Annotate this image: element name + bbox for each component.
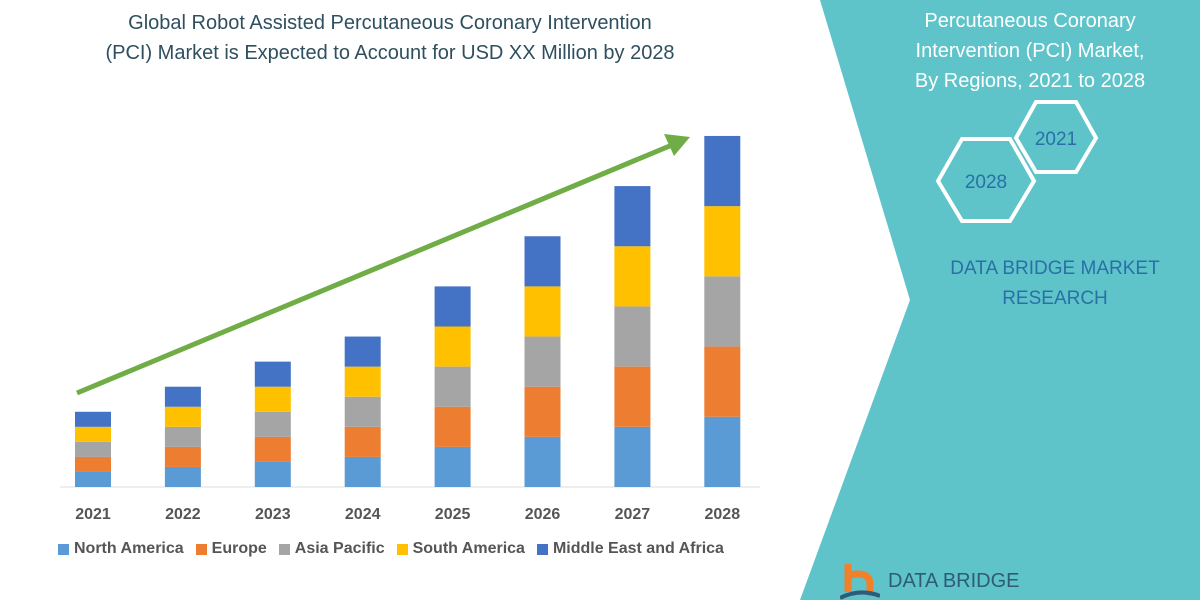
bar-2021-north-america xyxy=(75,471,111,487)
bar-2028-europe xyxy=(704,346,741,417)
side-title-line-3: By Regions, 2021 to 2028 xyxy=(914,70,1146,92)
bar-2028-north-america xyxy=(704,416,741,487)
bar-2024-asia-pacific xyxy=(344,396,381,427)
legend-label: Asia Pacific xyxy=(294,540,385,557)
legend-label: South America xyxy=(412,540,525,557)
bar-2021-middle-east-and-africa xyxy=(75,411,111,427)
bar-2023-europe xyxy=(254,436,291,462)
legend-label: Middle East and Africa xyxy=(552,540,724,557)
bar-2024-middle-east-and-africa xyxy=(344,336,381,367)
hex-label-2021: 2021 xyxy=(1035,129,1077,150)
hexagon-2028 xyxy=(935,137,1037,223)
legend-swatch xyxy=(195,543,207,555)
x-tick-label: 2025 xyxy=(435,506,471,523)
title-line-2: (PCI) Market is Expected to Account for … xyxy=(105,42,675,64)
x-tick-label: 2024 xyxy=(345,506,381,523)
x-tick-label: 2022 xyxy=(165,506,201,523)
bar-2027-north-america xyxy=(614,426,651,487)
x-tick-label: 2028 xyxy=(705,506,741,523)
x-tick-label: 2027 xyxy=(615,506,651,523)
legend-item: North America xyxy=(58,540,184,558)
bar-2024-europe xyxy=(344,426,381,457)
bar-2027-europe xyxy=(614,366,651,427)
bar-2025-south-america xyxy=(434,326,471,367)
data-bridge-logo: DATA BRIDGE xyxy=(840,562,1020,600)
bar-2022-middle-east-and-africa xyxy=(164,386,201,407)
legend-item: Middle East and Africa xyxy=(536,540,724,558)
legend-item: Europe xyxy=(195,540,267,558)
legend-swatch xyxy=(58,543,69,555)
bar-2026-europe xyxy=(524,386,561,437)
legend-swatch xyxy=(278,543,290,555)
bar-2021-europe xyxy=(75,456,111,472)
bar-2021-asia-pacific xyxy=(75,441,111,457)
hex-label-2028: 2028 xyxy=(965,172,1007,193)
x-tick-label: 2026 xyxy=(525,506,561,523)
hexagon-2021 xyxy=(1013,100,1099,174)
legend-swatch xyxy=(396,543,408,555)
bar-2027-middle-east-and-africa xyxy=(614,186,651,247)
legend-item: Asia Pacific xyxy=(278,540,385,558)
side-panel-title: Percutaneous Coronary Intervention (PCI)… xyxy=(880,6,1180,96)
brand-line-1: DATA BRIDGE MARKET xyxy=(950,258,1160,279)
bar-2027-asia-pacific xyxy=(614,306,651,367)
logo-text: DATA BRIDGE xyxy=(888,569,1020,592)
bar-2026-asia-pacific xyxy=(524,336,561,387)
bar-2022-north-america xyxy=(164,466,201,487)
bar-2025-asia-pacific xyxy=(434,366,471,407)
legend-label: Europe xyxy=(211,540,267,557)
bar-2024-north-america xyxy=(344,456,381,487)
bar-2022-south-america xyxy=(164,406,201,427)
bar-2028-south-america xyxy=(704,206,741,277)
brand-text: DATA BRIDGE MARKET RESEARCH xyxy=(920,254,1190,314)
trend-arrow xyxy=(76,134,690,396)
bar-2023-asia-pacific xyxy=(254,411,291,437)
side-title-line-1: Percutaneous Coronary xyxy=(924,10,1136,32)
bar-2026-middle-east-and-africa xyxy=(524,236,561,287)
hexagon-decoration: 2021 2028 xyxy=(935,100,1099,223)
side-panel-background xyxy=(800,0,1200,600)
legend-label: North America xyxy=(74,540,184,557)
bar-2022-asia-pacific xyxy=(164,426,201,447)
bar-2026-south-america xyxy=(524,286,561,337)
bar-2023-middle-east-and-africa xyxy=(254,361,291,387)
bar-2025-middle-east-and-africa xyxy=(434,286,471,327)
bar-2027-south-america xyxy=(614,246,651,307)
logo-icon xyxy=(840,564,880,600)
bar-2025-north-america xyxy=(434,446,471,487)
legend: North America Europe Asia Pacific South Ame… xyxy=(58,540,724,558)
bar-2021-south-america xyxy=(75,426,111,442)
chart-title: Global Robot Assisted Percutaneous Coron… xyxy=(40,8,740,68)
bar-2022-europe xyxy=(164,446,201,467)
title-line-1: Global Robot Assisted Percutaneous Coron… xyxy=(128,12,652,34)
side-title-line-2: Intervention (PCI) Market, xyxy=(915,40,1145,62)
bar-2028-middle-east-and-africa xyxy=(704,135,741,207)
x-tick-label: 2023 xyxy=(255,506,291,523)
bar-2023-south-america xyxy=(254,386,291,412)
legend-swatch xyxy=(536,543,548,555)
bar-2024-south-america xyxy=(344,366,381,397)
x-tick-label: 2021 xyxy=(75,506,111,523)
bar-2023-north-america xyxy=(254,461,291,487)
brand-line-2: RESEARCH xyxy=(1002,288,1108,309)
bar-2026-north-america xyxy=(524,436,561,487)
bar-2028-asia-pacific xyxy=(704,276,741,347)
legend-item: South America xyxy=(396,540,525,558)
bar-2025-europe xyxy=(434,406,471,447)
